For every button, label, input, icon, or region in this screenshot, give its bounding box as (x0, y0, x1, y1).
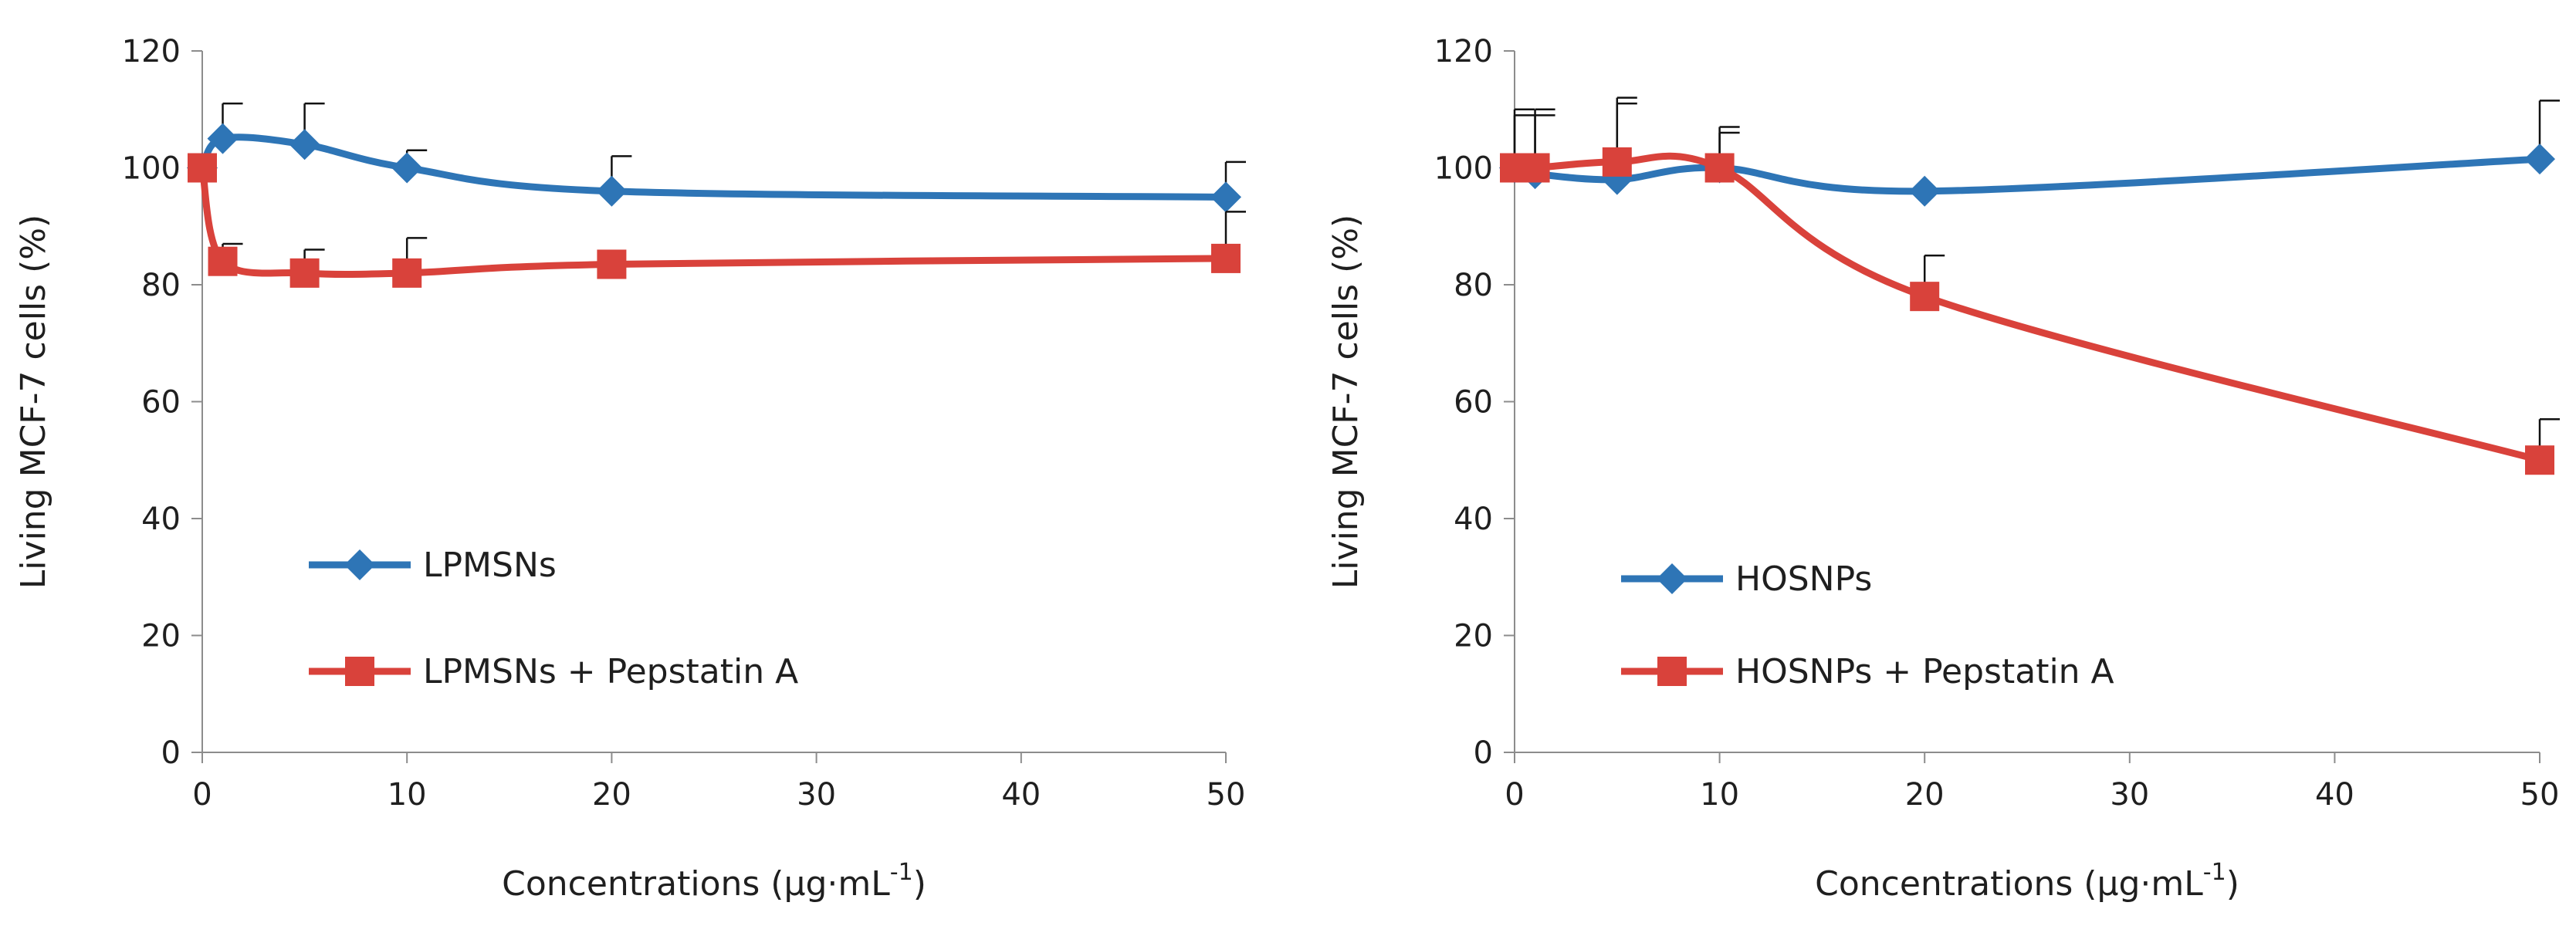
y-tick-label: 20 (1454, 619, 1493, 654)
x-tick-label: 30 (2110, 777, 2149, 813)
x-axis-title-text: Concentrations (μg·mL (502, 864, 890, 904)
series-line (1513, 155, 2540, 195)
legend-label: HOSNPs (1735, 559, 1872, 599)
legend-marker (1657, 563, 1687, 594)
y-tick-label: 0 (1474, 735, 1493, 771)
data-point (1910, 282, 1940, 312)
x-tick-label: 0 (1505, 777, 1524, 813)
data-point (391, 152, 423, 184)
y-tick-label: 60 (141, 385, 181, 421)
y-axis-title: Living MCF-7 cells (%) (1326, 215, 1366, 589)
series-line (1514, 152, 2541, 464)
x-tick-label: 20 (1905, 777, 1945, 813)
y-tick-label: 120 (1434, 34, 1493, 69)
y-tick-label: 120 (122, 34, 181, 69)
y-tick-label: 100 (122, 151, 181, 187)
x-axis-title-close: ) (2226, 864, 2239, 904)
legend-marker (345, 657, 374, 686)
x-tick-label: 40 (2315, 777, 2354, 813)
x-tick-label: 40 (1001, 777, 1041, 813)
data-point (1211, 243, 1241, 273)
x-axis-title: Concentrations (μg·mL-1) (502, 859, 926, 904)
legend-marker (1657, 657, 1687, 686)
x-axis-title-superscript: -1 (2203, 859, 2226, 886)
legend-label: LPMSNs (423, 546, 557, 585)
data-point (208, 246, 238, 276)
chart-1: 0 20 40 60 80 100 120 0 10 20 30 40 50 Living MCF-7 c… (14, 34, 1246, 904)
x-tick-label: 30 (797, 777, 836, 813)
y-tick-label: 40 (141, 502, 181, 537)
chart-2: 0 20 40 60 80 100 120 0 10 20 30 40 50 Living MCF-7 c… (1326, 34, 2560, 904)
x-axis-title: Concentrations (μg·mL-1) (1815, 859, 2239, 904)
y-tick-label: 60 (1454, 385, 1493, 421)
series-1 (187, 102, 1246, 213)
data-point (289, 258, 320, 288)
y-tick-label: 0 (161, 735, 181, 771)
legend-item-2: LPMSNs + Pepstatin A (309, 652, 798, 691)
data-point (2525, 445, 2554, 475)
legend-marker (344, 549, 375, 580)
series-2 (188, 153, 1246, 288)
data-point (289, 129, 320, 161)
x-tick-label: 0 (192, 777, 212, 813)
legend-item-2: HOSNPs + Pepstatin A (1621, 652, 2114, 691)
data-point (207, 123, 239, 154)
y-axis-title: Living MCF-7 cells (%) (14, 215, 53, 589)
data-point (597, 249, 627, 279)
legend-item-1: LPMSNs (309, 546, 557, 585)
x-tick-label: 50 (2520, 777, 2560, 813)
data-point (1704, 153, 1735, 183)
x-tick-label: 20 (592, 777, 631, 813)
data-point (188, 153, 217, 183)
legend-label: HOSNPs + Pepstatin A (1735, 652, 2114, 691)
legend-label: LPMSNs + Pepstatin A (423, 652, 798, 691)
data-point (392, 258, 422, 288)
series-2 (1500, 96, 2560, 475)
x-tick-label: 10 (388, 777, 427, 813)
data-point (2524, 144, 2555, 175)
x-axis-title-superscript: -1 (890, 859, 913, 886)
legend-item-1: HOSNPs (1621, 559, 1872, 599)
data-point (1602, 147, 1632, 177)
y-tick-label: 20 (141, 619, 181, 654)
data-point (1909, 175, 1941, 207)
y-tick-label: 100 (1434, 151, 1493, 187)
data-point (1520, 153, 1550, 183)
series-line (198, 133, 1227, 201)
x-tick-label: 10 (1700, 777, 1739, 813)
x-axis-title-text: Concentrations (μg·mL (1815, 864, 2203, 904)
x-axis-title-close: ) (913, 864, 926, 904)
x-tick-label: 50 (1207, 777, 1246, 813)
y-tick-label: 40 (1454, 502, 1493, 537)
data-point (596, 175, 628, 207)
data-point (1210, 181, 1241, 213)
series-line (198, 167, 1227, 279)
y-tick-label: 80 (141, 268, 181, 303)
y-tick-label: 80 (1454, 268, 1493, 303)
